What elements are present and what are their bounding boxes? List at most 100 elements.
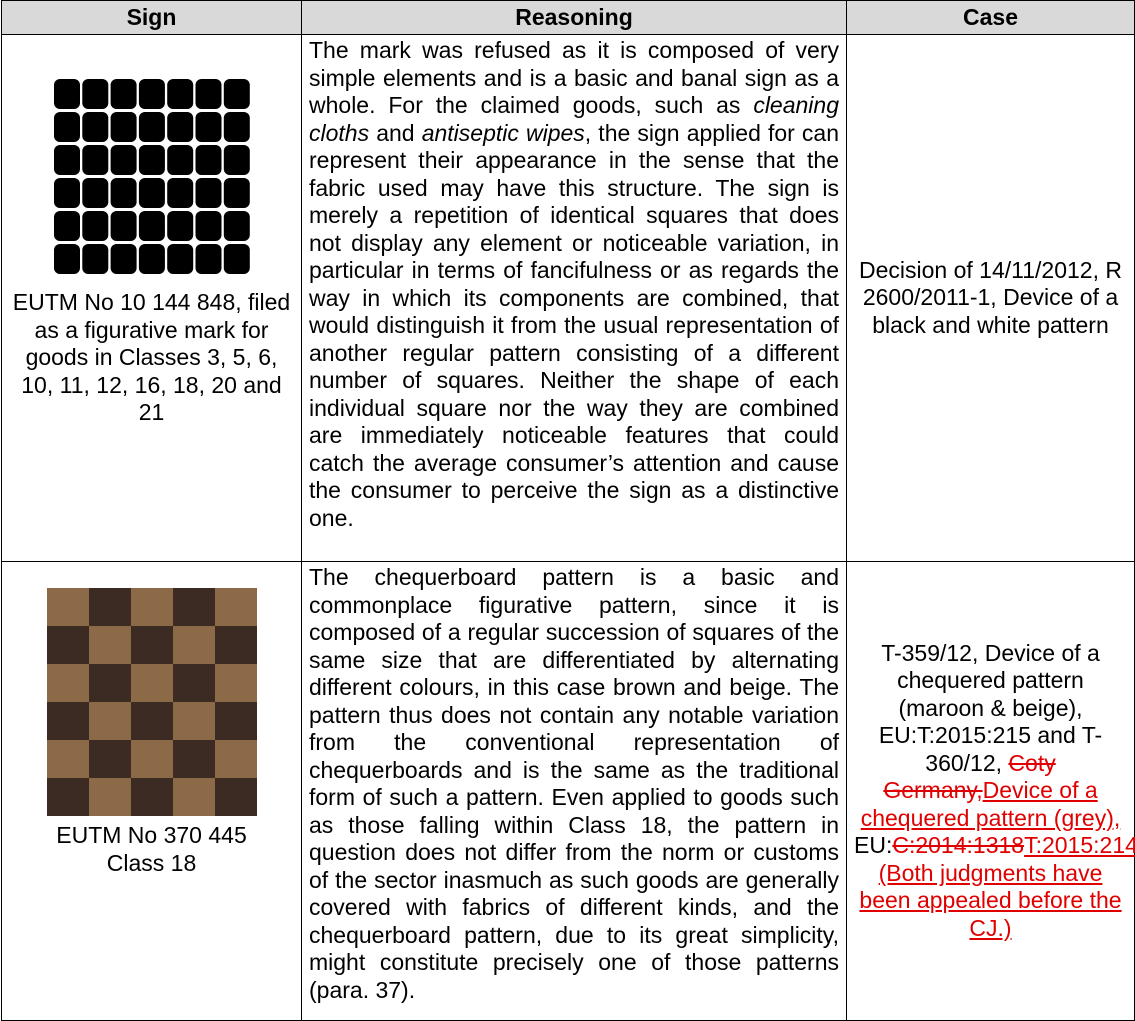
- pattern-tile: [46, 588, 89, 626]
- pattern-tile: [110, 112, 137, 142]
- pattern-tile: [138, 244, 165, 274]
- pattern-tile: [46, 778, 89, 816]
- pattern-tile: [195, 79, 221, 109]
- text-run: T-359/12, Device of a chequered pattern …: [878, 639, 1103, 776]
- pattern-tile: [195, 178, 221, 208]
- pattern-tile: [138, 145, 165, 175]
- text-run: (Both judgments have been appealed befor…: [859, 859, 1122, 941]
- pattern-tile: [46, 664, 89, 702]
- pattern-tile: [138, 79, 165, 109]
- pattern-tile: [130, 664, 173, 702]
- pattern-tile: [214, 664, 257, 702]
- pattern-tile: [166, 178, 193, 208]
- pattern-tile: [88, 702, 131, 740]
- text-run: Coty Germany,: [883, 749, 1056, 804]
- sign-caption: EUTM No 370 445 Class 18: [9, 822, 294, 877]
- pattern-tile: [110, 211, 137, 241]
- text-run: cleaning cloths: [309, 92, 839, 146]
- pattern-tile: [223, 178, 250, 208]
- pattern-tile: [110, 244, 137, 274]
- pattern-tile: [166, 145, 193, 175]
- text-run: Decision of 14/11/2012, R 2600/2011-1, D…: [859, 256, 1122, 338]
- pattern-tile: [166, 244, 193, 274]
- sign-image: [53, 79, 250, 274]
- caption-line: Class 18: [106, 849, 197, 876]
- pattern-tile: [130, 626, 173, 664]
- pattern-tile: [138, 211, 165, 241]
- pattern-tile: [46, 702, 89, 740]
- pattern-tile: [223, 211, 250, 241]
- text-run: Device of a chequered pattern (grey),: [860, 777, 1121, 831]
- pattern-tile: [88, 588, 131, 626]
- pattern-tile: [172, 778, 215, 816]
- pattern-tile: [214, 588, 257, 626]
- pattern-tile: [88, 778, 131, 816]
- pattern-tile: [166, 211, 193, 241]
- case-cell: T-359/12, Device of a chequered pattern …: [846, 561, 1135, 1021]
- pattern-tile: [195, 244, 221, 274]
- pattern-tile: [81, 178, 108, 208]
- pattern-tile: [130, 778, 173, 816]
- text-run: EU:: [854, 832, 893, 859]
- pattern-tile: [81, 112, 108, 142]
- text-run: The chequerboard pattern is a basic and …: [309, 564, 839, 1003]
- caption-line: EUTM No 10 144 848, filed as a figurativ…: [12, 289, 291, 425]
- pattern-tile: [214, 740, 257, 778]
- sign-caption: EUTM No 10 144 848, filed as a figurativ…: [9, 289, 294, 427]
- pattern-tile: [46, 626, 89, 664]
- table-row: EUTM No 10 144 848, filed as a figurativ…: [1, 34, 1135, 562]
- pattern-tile: [214, 626, 257, 664]
- pattern-tile: [166, 79, 193, 109]
- pattern-tile: [53, 145, 80, 175]
- reasoning-cell: The mark was refused as it is composed o…: [301, 34, 847, 562]
- header-cell: Case: [846, 0, 1135, 35]
- header-cell: Sign: [1, 0, 302, 35]
- sign-cell: EUTM No 10 144 848, filed as a figurativ…: [1, 34, 302, 562]
- header-row: Sign Reasoning Case: [1, 0, 1135, 35]
- pattern-tile: [110, 178, 137, 208]
- pattern-tile: [130, 740, 173, 778]
- pattern-tile: [172, 588, 215, 626]
- sign-cell: EUTM No 370 445 Class 18: [1, 561, 302, 1021]
- pattern-tile: [223, 112, 250, 142]
- pattern-tile: [53, 244, 80, 274]
- case-cell: Decision of 14/11/2012, R 2600/2011-1, D…: [846, 34, 1135, 562]
- pattern-tile: [46, 740, 89, 778]
- pattern-tile: [110, 145, 137, 175]
- pattern-tile: [53, 79, 80, 109]
- pattern-tile: [81, 244, 108, 274]
- pattern-tile: [53, 112, 80, 142]
- text-run: , the sign applied for can represent the…: [309, 119, 840, 531]
- pattern-tile: [172, 626, 215, 664]
- pattern-tile: [88, 626, 131, 664]
- pattern-tile: [81, 145, 108, 175]
- pattern-tile: [195, 145, 221, 175]
- pattern-tile: [81, 79, 108, 109]
- text-run: T:2015:214: [1024, 832, 1135, 859]
- pattern-tile: [110, 79, 137, 109]
- reasoning-cell: The chequerboard pattern is a basic and …: [301, 561, 847, 1021]
- table-row: EUTM No 370 445 Class 18 The chequerboard…: [1, 561, 1135, 1021]
- text-run: antiseptic wipes: [421, 119, 585, 146]
- pattern-tile: [214, 702, 257, 740]
- pattern-tile: [130, 702, 173, 740]
- pattern-tile: [53, 178, 80, 208]
- pattern-tile: [223, 244, 250, 274]
- text-run: The mark was refused as it is composed o…: [309, 37, 839, 118]
- pattern-tile: [88, 664, 131, 702]
- pattern-tile: [172, 702, 215, 740]
- pattern-tile: [53, 211, 80, 241]
- sign-image: [46, 588, 257, 816]
- pattern-tile: [88, 740, 131, 778]
- pattern-tile: [223, 79, 250, 109]
- pattern-tile: [223, 145, 250, 175]
- pattern-tile: [195, 112, 221, 142]
- text-run: C:2014:1318: [892, 832, 1025, 859]
- pattern-tile: [172, 664, 215, 702]
- header-cell: Reasoning: [301, 0, 847, 35]
- pattern-tile: [138, 112, 165, 142]
- text-run: and: [369, 119, 422, 146]
- pattern-tile: [195, 211, 221, 241]
